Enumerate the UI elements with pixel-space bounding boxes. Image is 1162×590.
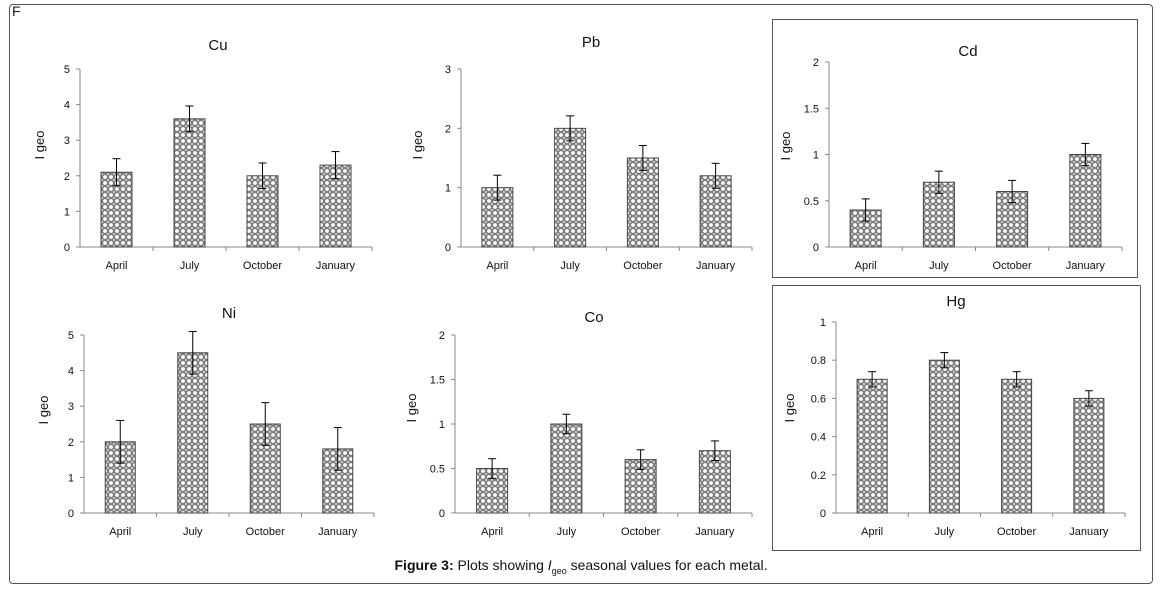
- pb-x-tick-label: July: [560, 260, 580, 272]
- cu-x-tick-label: April: [105, 260, 127, 272]
- panel-letter: F: [12, 3, 21, 19]
- cu-y-tick-label: 3: [64, 135, 70, 147]
- cd-y-tick-label: 1.5: [804, 103, 819, 115]
- cd-bar-january: [1069, 154, 1102, 248]
- cu-chart-title: Cu: [208, 37, 227, 54]
- cu-x-tick-label: October: [243, 260, 282, 272]
- co-bar-january: [698, 450, 731, 514]
- cd-chart-title: Cd: [958, 43, 977, 60]
- ni-x-tick-label: July: [183, 526, 203, 538]
- hg-x-tick-label: April: [861, 526, 883, 538]
- pb-bar-july: [554, 127, 587, 248]
- co-chart-title: Co: [584, 309, 603, 326]
- cu-y-tick-label: 0: [64, 242, 70, 254]
- pb-x-tick-label: January: [696, 260, 736, 272]
- cd-x-tick-label: January: [1066, 260, 1106, 272]
- hg-chart-title: Hg: [946, 293, 965, 310]
- pb-y-tick-label: 1: [445, 183, 451, 195]
- ni-x-tick-label: April: [109, 526, 131, 538]
- hg-y-tick-label: 0.6: [811, 393, 826, 405]
- co-x-tick-label: April: [481, 526, 503, 538]
- co-y-tick-label: 0: [439, 508, 445, 520]
- cu-y-axis-label: I geo: [32, 131, 47, 160]
- co-y-axis-label: I geo: [404, 394, 419, 423]
- caption-subscript: geo: [551, 565, 567, 576]
- hg-x-tick-label: January: [1069, 526, 1109, 538]
- pb-y-tick-label: 2: [445, 123, 451, 135]
- hg-y-tick-label: 0: [820, 508, 826, 520]
- cd-y-tick-label: 2: [813, 57, 819, 69]
- ni-y-tick-label: 2: [68, 437, 74, 449]
- cd-x-tick-label: October: [993, 260, 1032, 272]
- co-y-tick-label: 1: [439, 419, 445, 431]
- ni-x-tick-label: January: [318, 526, 358, 538]
- hg-x-tick-label: October: [997, 526, 1036, 538]
- hg-bar-july: [928, 359, 960, 514]
- cd-y-tick-label: 0: [813, 242, 819, 254]
- caption-text-before: Plots showing: [457, 557, 548, 573]
- cu-x-tick-label: July: [180, 260, 200, 272]
- ni-y-tick-label: 1: [68, 472, 74, 484]
- ni-x-tick-label: October: [246, 526, 285, 538]
- pb-x-tick-label: October: [623, 260, 662, 272]
- ni-bar-july: [177, 352, 209, 514]
- cu-x-tick-label: January: [316, 260, 356, 272]
- cd-y-axis-label: I geo: [778, 132, 793, 161]
- cd-y-tick-label: 0.5: [804, 196, 819, 208]
- co-x-tick-label: July: [557, 526, 577, 538]
- cu-bar-july: [173, 118, 206, 248]
- hg-y-tick-label: 0.2: [811, 470, 826, 482]
- ni-y-tick-label: 0: [68, 508, 74, 520]
- pb-chart-title: Pb: [582, 34, 600, 51]
- co-bar-july: [550, 423, 583, 514]
- cd-x-tick-label: April: [855, 260, 877, 272]
- hg-y-axis-label: I geo: [782, 394, 797, 423]
- pb-x-tick-label: April: [486, 260, 508, 272]
- caption-text-after: seasonal values for each metal.: [566, 557, 768, 573]
- co-y-tick-label: 2: [439, 330, 445, 342]
- pb-bar-october: [626, 157, 659, 248]
- pb-y-tick-label: 0: [445, 242, 451, 254]
- cu-y-tick-label: 2: [64, 171, 70, 183]
- pb-y-tick-label: 3: [445, 64, 451, 76]
- hg-bar-october: [1001, 378, 1033, 514]
- cu-y-tick-label: 1: [64, 206, 70, 218]
- pb-y-axis-label: I geo: [410, 131, 425, 160]
- ni-y-tick-label: 3: [68, 401, 74, 413]
- co-y-tick-label: 1.5: [430, 375, 445, 387]
- ni-chart-title: Ni: [222, 305, 236, 322]
- ni-y-axis-label: I geo: [36, 396, 51, 425]
- hg-bar-april: [856, 378, 888, 514]
- co-x-tick-label: October: [621, 526, 660, 538]
- figure-caption: Figure 3: Plots showing Igeo seasonal va…: [0, 557, 1162, 576]
- hg-y-tick-label: 0.4: [811, 432, 826, 444]
- caption-italic-i: I: [547, 557, 552, 573]
- figure-frame: [9, 4, 1153, 584]
- co-x-tick-label: January: [695, 526, 735, 538]
- hg-x-tick-label: July: [935, 526, 955, 538]
- figure-label: Figure 3:: [394, 557, 454, 573]
- hg-bar-january: [1073, 397, 1105, 514]
- cu-y-tick-label: 4: [64, 100, 70, 112]
- co-y-tick-label: 0.5: [430, 464, 445, 476]
- hg-y-tick-label: 1: [820, 317, 826, 329]
- ni-y-tick-label: 4: [68, 366, 74, 378]
- cd-y-tick-label: 1: [813, 150, 819, 162]
- cd-x-tick-label: July: [929, 260, 949, 272]
- hg-y-tick-label: 0.8: [811, 355, 826, 367]
- cu-y-tick-label: 5: [64, 64, 70, 76]
- ni-y-tick-label: 5: [68, 330, 74, 342]
